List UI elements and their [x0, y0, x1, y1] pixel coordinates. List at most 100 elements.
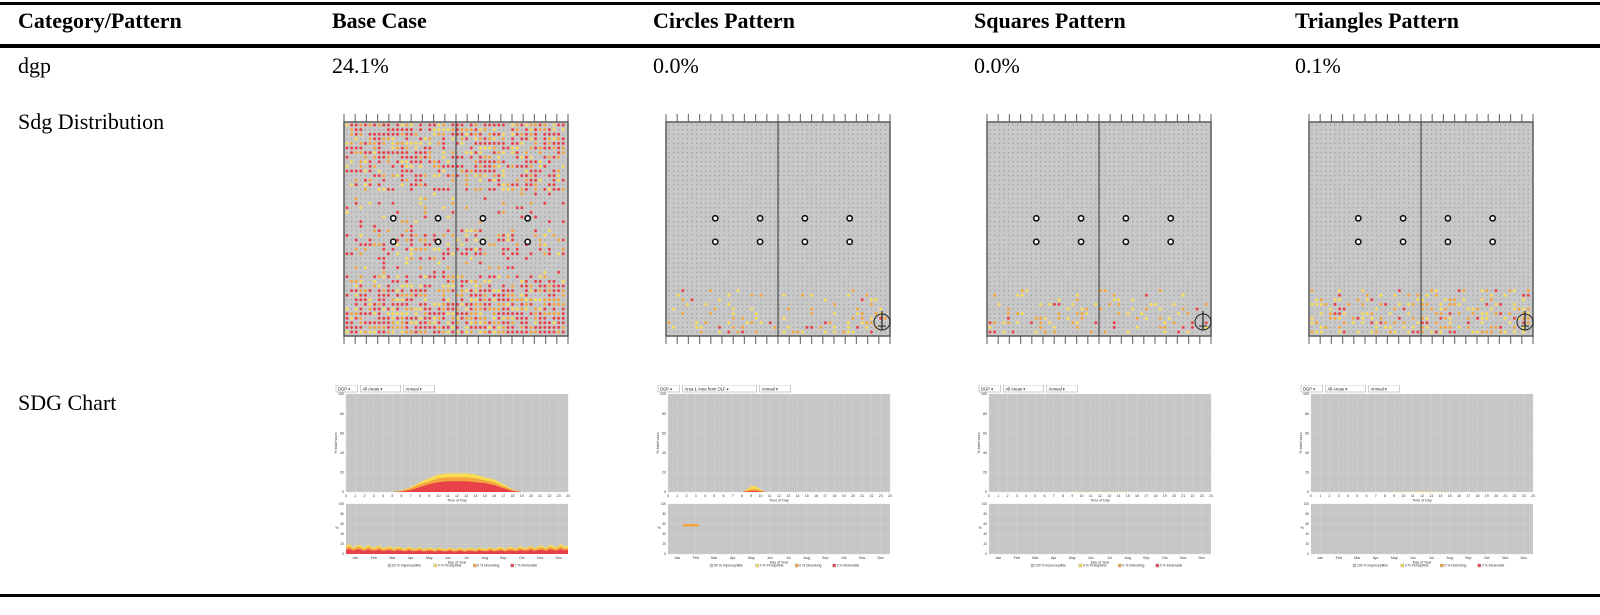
x-tick-label: 11	[446, 494, 450, 498]
x-tick-label: 6	[1044, 494, 1046, 498]
x-tick-label: 19	[1163, 494, 1167, 498]
legend-swatch	[473, 563, 477, 568]
x-tick-label: 7	[1375, 494, 1377, 498]
month-tick-label: May	[1391, 556, 1398, 560]
y-tick-label: 0	[985, 490, 987, 494]
month-tick-label: Apr	[1373, 556, 1379, 560]
x-tick-label: 17	[1466, 494, 1470, 498]
x-tick-label: 13	[464, 494, 468, 498]
x-tick-label: 4	[704, 494, 706, 498]
floor-plan-graphic	[986, 114, 1212, 344]
chart-dropdown	[759, 385, 791, 393]
legend-label: 100 % Imperceptible	[1357, 564, 1388, 568]
x-tick-label: 1	[354, 494, 356, 498]
chart-dropdown	[1046, 385, 1078, 393]
lower-y-axis-label: %	[978, 526, 982, 530]
lower-y-tick-label: 20	[340, 542, 344, 546]
x-tick-label: 15	[1126, 494, 1130, 498]
legend-label: 7 % Intolerable	[515, 564, 538, 568]
month-tick-label: Jan	[995, 556, 1001, 560]
chart-dropdown-label: DGP ▾	[660, 386, 672, 391]
x-tick-label: 16	[1457, 494, 1461, 498]
chart-dropdown-label: Annual ▾	[1371, 386, 1387, 391]
series-area-intolerable	[392, 481, 522, 492]
x-tick-label: 9	[428, 494, 430, 498]
x-tick-label: 15	[805, 494, 809, 498]
annual-band	[346, 543, 568, 551]
legend-label: 0 % Intolerable	[1160, 564, 1183, 568]
y-tick-label: 80	[340, 412, 344, 416]
row-label-dgp: dgp	[18, 53, 51, 78]
month-tick-label: Jan	[1317, 556, 1323, 560]
month-tick-label: Sep	[1143, 556, 1149, 560]
sdg-distribution-squares	[979, 114, 1219, 344]
chart-dropdown-label: Annual ▾	[762, 386, 778, 391]
sdg-chart-squares: DGP ▾ All Areas ▾ Annual ▾ 0 1 2 3 4 5 6 7 8 9 10 11 12…	[973, 385, 1218, 570]
x-tick-label: 8	[419, 494, 421, 498]
x-tick-label: 24	[1209, 494, 1213, 498]
chart-dropdown-label: All Areas ▾	[1006, 386, 1026, 391]
lower-y-tick-label: 80	[1305, 512, 1309, 516]
month-tick-label: Feb	[1336, 556, 1342, 560]
month-tick-label: Jul	[1429, 556, 1434, 560]
x-tick-label: 4	[382, 494, 384, 498]
lower-y-tick-label: 40	[983, 532, 987, 536]
legend-swatch	[1352, 563, 1357, 568]
y-axis-label: % total hours	[977, 432, 981, 453]
y-tick-label: 20	[340, 471, 344, 475]
month-tick-label: Aug	[1125, 556, 1131, 560]
x-tick-label: 1	[676, 494, 678, 498]
month-tick-label: Sep	[500, 556, 506, 560]
legend-label: 99 % Imperceptible	[714, 564, 743, 568]
legend-swatch	[709, 563, 714, 568]
chart-dropdown	[978, 385, 1001, 393]
month-tick-label: Dec	[556, 556, 563, 560]
month-tick-label: Oct	[1484, 556, 1490, 560]
month-tick-label: Mar	[711, 556, 718, 560]
x-tick-label: 22	[1513, 494, 1517, 498]
legend-label: 0 % Intolerable	[1482, 564, 1505, 568]
x-axis-label: Time of Day	[1090, 499, 1109, 503]
month-tick-label: Nov	[537, 556, 544, 560]
header-category: Category/Pattern	[18, 8, 182, 33]
lower-y-tick-label: 100	[982, 502, 988, 506]
lower-y-axis-label: %	[1300, 526, 1304, 530]
x-tick-label: 4	[1347, 494, 1349, 498]
legend-swatch	[755, 563, 759, 568]
legend-label: 6 % Disturbing	[477, 564, 499, 568]
x-tick-label: 2	[686, 494, 688, 498]
month-tick-label: Jul	[786, 556, 791, 560]
sdg-distribution-circles	[658, 114, 898, 344]
x-tick-label: 12	[777, 494, 781, 498]
y-axis-label: % total hours	[1299, 432, 1303, 453]
y-tick-label: 0	[1307, 490, 1309, 494]
legend-label: 0 % Perceptible	[1405, 564, 1429, 568]
month-tick-label: Apr	[730, 556, 736, 560]
x-tick-label: 23	[557, 494, 561, 498]
month-tick-label: Jul	[464, 556, 469, 560]
y-tick-label: 100	[981, 392, 987, 396]
x-tick-label: 17	[1144, 494, 1148, 498]
x-axis-label: Time of Day	[769, 499, 788, 503]
x-tick-label: 14	[1439, 494, 1443, 498]
row-label-sdg-distribution: Sdg Distribution	[18, 109, 165, 134]
y-tick-label: 0	[664, 490, 666, 494]
sdg-chart-graphic: DGP ▾ Area 1 Area from OLF ▾ Annual ▾0 1 2 3 4…	[656, 385, 892, 568]
x-tick-label: 3	[373, 494, 375, 498]
month-tick-label: Jul	[1107, 556, 1112, 560]
y-tick-label: 80	[983, 412, 987, 416]
x-tick-label: 5	[1356, 494, 1358, 498]
sdg-distribution-base	[336, 114, 576, 344]
x-tick-label: 23	[1200, 494, 1204, 498]
chart-dropdown-label: Area 1 Area from OLF ▾	[685, 386, 729, 391]
header-triangles: Triangles Pattern	[1295, 8, 1459, 33]
y-tick-label: 40	[662, 451, 666, 455]
x-tick-label: 7	[1053, 494, 1055, 498]
legend-label: 0 % Perceptible	[1083, 564, 1107, 568]
x-tick-label: 19	[520, 494, 524, 498]
y-axis-label: % total hours	[656, 432, 660, 453]
legend-swatch	[832, 563, 836, 568]
month-tick-label: Jun	[1088, 556, 1094, 560]
y-tick-label: 80	[1305, 412, 1309, 416]
legend-label: 4 % Perceptible	[438, 564, 462, 568]
